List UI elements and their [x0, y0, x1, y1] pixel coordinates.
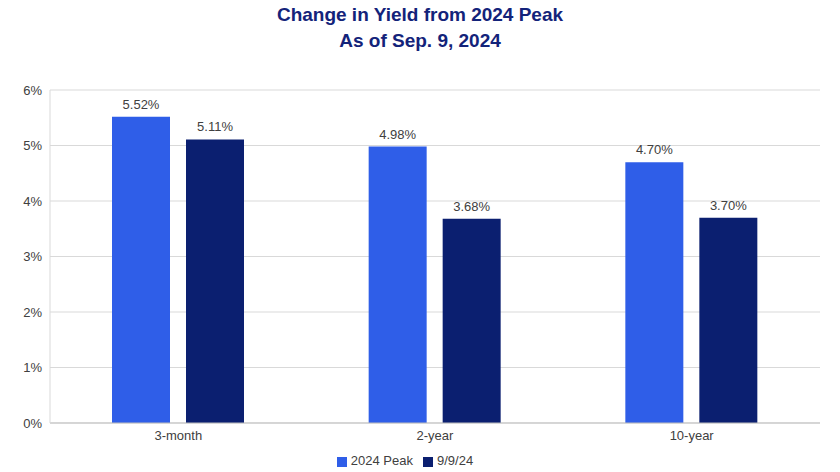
html-text:Change in Yield from 2024 Peak: Change in Yield from 2024 Peak: [276, 4, 564, 25]
html-text:2024 Peak: 2024 Peak: [350, 453, 413, 468]
html-text:As of Sep. 9, 2024: As of Sep. 9, 2024: [339, 30, 501, 51]
html-text:9/9/24: 9/9/24: [437, 453, 474, 468]
svg-text:2%: 2%: [23, 305, 42, 320]
svg-text:4.98%: 4.98%: [379, 127, 416, 142]
svg-text:3-month: 3-month: [154, 428, 202, 443]
svg-text:5.52%: 5.52%: [123, 97, 160, 112]
svg-text:4.70%: 4.70%: [636, 142, 673, 157]
svg-text:4%: 4%: [23, 194, 42, 209]
svg-text:3.68%: 3.68%: [453, 199, 490, 214]
svg-text:3.70%: 3.70%: [710, 198, 747, 213]
svg-text:3%: 3%: [23, 249, 42, 264]
svg-text:5.11%: 5.11%: [197, 119, 233, 134]
svg-text:2-year: 2-year: [417, 428, 455, 443]
svg-text:1%: 1%: [23, 360, 42, 375]
svg-text:10-year: 10-year: [670, 428, 715, 443]
svg-text:6%: 6%: [23, 83, 42, 98]
svg-text:5%: 5%: [23, 138, 42, 153]
svg-text:0%: 0%: [23, 416, 42, 431]
